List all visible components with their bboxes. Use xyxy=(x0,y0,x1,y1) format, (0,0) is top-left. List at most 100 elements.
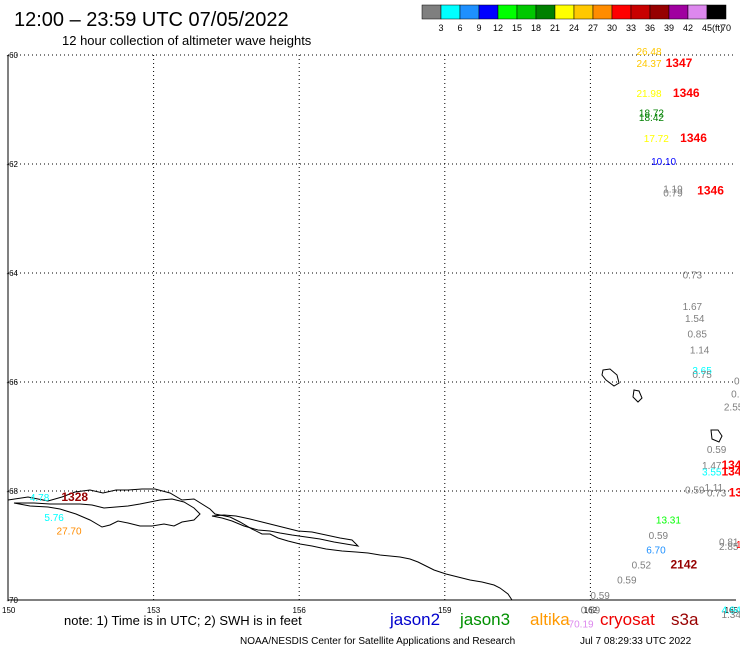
satellite-cryosat-label: cryosat xyxy=(600,610,655,629)
wave-height-label: 0.59 xyxy=(685,486,705,497)
legend-swatch xyxy=(516,4,537,20)
wave-height-label: 3.55 xyxy=(702,468,722,479)
lat-axis-label: -70 xyxy=(6,596,18,605)
wave-height-label: 1.47 xyxy=(702,461,722,472)
wave-height-label: 26.48 xyxy=(637,47,662,58)
legend-label: 36 xyxy=(645,23,655,33)
legend-label: 12 xyxy=(493,23,503,33)
wave-height-label: 21.98 xyxy=(637,89,662,100)
wave-height-label: 1.67 xyxy=(683,302,703,313)
map-subtitle: 12 hour collection of altimeter wave hei… xyxy=(62,33,312,48)
legend-label: 24 xyxy=(569,23,579,33)
legend-label: 18 xyxy=(531,23,541,33)
coastline-bay-path xyxy=(13,498,201,528)
satellite-s3a-label: s3a xyxy=(671,610,699,629)
satellite-jason2-label: jason2 xyxy=(389,610,440,629)
wave-height-label: 1.14 xyxy=(690,346,710,357)
wave-height-label: 0.73 xyxy=(707,488,727,499)
wave-height-label: 3.65 xyxy=(692,366,712,377)
legend-label: 6 xyxy=(457,23,462,33)
legend-swatch xyxy=(497,4,518,20)
wave-height-label: 0.79 xyxy=(663,189,683,200)
wave-height-label: 18.72 xyxy=(639,109,664,120)
legend-swatch xyxy=(554,4,575,20)
lon-axis-label: 162 xyxy=(584,606,598,615)
wave-height-label: 4.78 xyxy=(30,493,50,504)
track-time-label: 2142 xyxy=(670,557,697,571)
island-balleny-a xyxy=(601,368,620,387)
legend-swatch xyxy=(535,4,556,20)
wave-height-label: 13.31 xyxy=(656,516,681,527)
wave-height-label: 0.85 xyxy=(687,329,707,340)
legend-swatch xyxy=(440,4,461,20)
legend-label: 45 xyxy=(702,23,712,33)
wave-height-label: 0 xyxy=(734,377,740,388)
wave-height-label: 0.59 xyxy=(581,606,601,617)
wave-height-label: 0.81 xyxy=(719,538,739,549)
wave-height-label: 17.72 xyxy=(644,134,669,145)
wave-height-label: 6.70 xyxy=(646,546,666,557)
island-balleny-c xyxy=(710,429,723,443)
legend-unit: (ft) xyxy=(712,23,723,33)
legend-swatch xyxy=(459,4,480,20)
wave-height-label: 1.11 xyxy=(704,483,723,494)
wave-height-label: 2.55 xyxy=(724,402,740,413)
track-time-label: 1346 xyxy=(673,86,700,100)
wave-height-label: 24.37 xyxy=(637,59,662,70)
legend-label: 27 xyxy=(588,23,598,33)
legend-label: 70 xyxy=(721,23,731,33)
wave-height-label: 0.73 xyxy=(683,270,703,281)
lat-axis-label: -60 xyxy=(6,51,18,60)
legend-swatch xyxy=(687,4,708,20)
track-time-label: 1346 xyxy=(680,131,707,145)
wave-height-label: 0.52 xyxy=(632,560,652,571)
timestamp-text: Jul 7 08:29:33 UTC 2022 xyxy=(580,636,692,647)
satellite-key: jason2 jason3 altika cryosat s3a xyxy=(389,610,699,629)
wave-height-label: 13 xyxy=(736,540,740,551)
legend-label: 33 xyxy=(626,23,636,33)
track-time-label: 1347 xyxy=(666,56,693,70)
wave-height-label: 0.5 xyxy=(731,389,740,400)
legend-swatch xyxy=(706,4,727,20)
lat-axis-label: -62 xyxy=(6,160,18,169)
legend-swatch xyxy=(573,4,594,20)
lon-axis-label: 165 xyxy=(725,606,739,615)
legend-swatch xyxy=(592,4,613,20)
track-time-label: 1346 xyxy=(697,184,724,198)
legend-label: 21 xyxy=(550,23,560,33)
wave-height-label: 1.54 xyxy=(685,314,705,325)
track-time-label: 1344 xyxy=(729,485,740,499)
wave-height-label: 5.76 xyxy=(44,513,64,524)
wave-height-label: 18.42 xyxy=(639,113,664,124)
legend-label: 30 xyxy=(607,23,617,33)
legend-swatch xyxy=(649,4,670,20)
credit-text: NOAA/NESDIS Center for Satellite Applica… xyxy=(240,636,515,647)
coastline-inner-path xyxy=(211,514,360,547)
legend-swatch xyxy=(478,4,499,20)
wave-height-label: 0.59 xyxy=(617,576,637,587)
legend-label: 9 xyxy=(476,23,481,33)
lat-axis-label: -66 xyxy=(6,378,18,387)
lon-axis-label: 150 xyxy=(2,606,16,615)
legend-swatch xyxy=(421,4,442,20)
wave-height-color-legend: 3 6 9 12 15 18 21 24 27 30 33 36 39 42 45 70 xyxy=(421,4,731,33)
lat-axis-label: -68 xyxy=(6,487,18,496)
legend-swatch xyxy=(668,4,689,20)
satellite-jason3-label: jason3 xyxy=(459,610,510,629)
lon-axis-label: 156 xyxy=(293,606,307,615)
legend-label: 42 xyxy=(683,23,693,33)
legend-label: 39 xyxy=(664,23,674,33)
units-note: note: 1) Time is in UTC; 2) SWH is in fe… xyxy=(64,613,302,628)
wave-height-label: 70.19 xyxy=(569,619,594,630)
wave-height-label: 0.59 xyxy=(707,445,727,456)
lon-axis-label: 153 xyxy=(147,606,161,615)
wave-height-label: 27.70 xyxy=(57,527,82,538)
island-balleny-b xyxy=(632,389,643,403)
satellite-altika-label: altika xyxy=(530,610,570,629)
wave-height-label: 0.59 xyxy=(649,531,669,542)
legend-swatch xyxy=(611,4,632,20)
